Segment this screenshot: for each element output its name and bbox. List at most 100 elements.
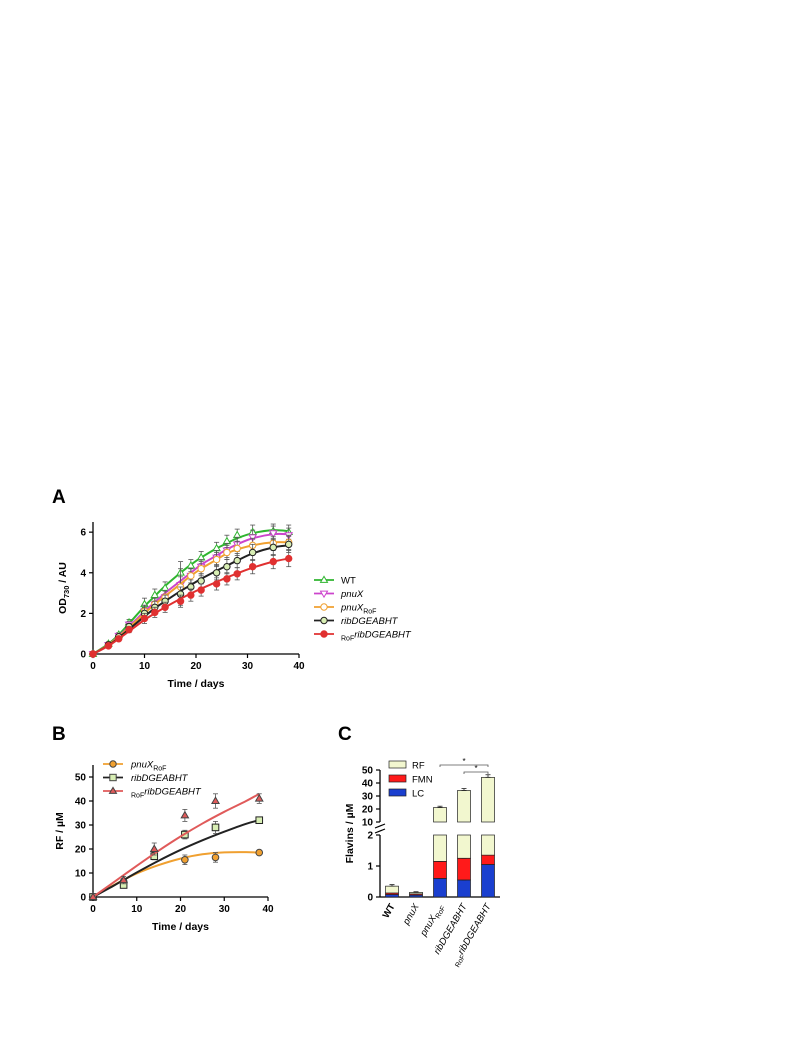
panel-a-fit-line — [92, 557, 289, 655]
panel-a-data-point — [161, 603, 169, 611]
significance-bracket — [463, 771, 489, 774]
panel-a-data-point — [233, 556, 241, 565]
bar-segment-fmn — [457, 857, 471, 881]
panel-a-data-point — [186, 560, 196, 569]
panel-a-data-point — [115, 635, 123, 643]
legend-label: FMN — [412, 775, 433, 786]
x-tick-label: 20 — [175, 904, 187, 915]
legend-marker — [320, 630, 328, 638]
panel-a-data-point — [285, 540, 293, 549]
panel-c-bar-group — [409, 891, 423, 898]
panel-b-riboflavin-chart: 0 10 20 30 40 0 10 20 30 40 50 Time / days RF / µM pn… — [54, 760, 274, 934]
panel-b-series-2 — [88, 792, 264, 900]
x-tick-label: 0 — [90, 904, 96, 915]
panel-b-data-point — [255, 816, 264, 825]
legend-label: LC — [412, 789, 424, 800]
y-tick-label: 0 — [367, 893, 373, 904]
y-tick-label: 1 — [367, 862, 373, 873]
panel-a-data-point — [151, 608, 159, 617]
panel-a-data-point — [223, 562, 231, 571]
panel-b-data-point — [119, 875, 129, 884]
x-category-label: pnuX — [400, 901, 421, 927]
panel-b-fit-line — [92, 851, 260, 898]
legend-swatch — [388, 760, 407, 769]
legend-label: RF — [412, 761, 425, 772]
panel-b-data-point — [88, 892, 98, 900]
panel-c-bar-group — [385, 884, 399, 898]
legend-marker — [320, 603, 328, 611]
legend-label: pnuXRoF — [340, 603, 376, 616]
legend-marker — [109, 773, 117, 782]
panel-b-fit-line — [92, 819, 260, 898]
y-tick-label: 2 — [367, 831, 373, 842]
bar-segment-fmn — [433, 860, 447, 879]
y-tick-label: 20 — [75, 845, 87, 856]
legend-label: RoFribDGEABHT — [341, 630, 412, 643]
panel-label-b: B — [52, 724, 66, 745]
panel-a-data-point — [222, 536, 232, 545]
legend-label: ribDGEABHT — [341, 616, 399, 627]
panel-a-fit-line — [92, 544, 289, 655]
panel-a-x-axis-title: Time / days — [167, 678, 224, 690]
y-tick-label: 2 — [80, 609, 86, 620]
y-tick-label: 30 — [362, 792, 374, 803]
significance-bracket — [439, 764, 489, 767]
x-tick-label: 10 — [139, 661, 151, 672]
bar-segment-rf — [481, 834, 495, 856]
y-tick-label: 40 — [362, 779, 374, 790]
panel-b-series-0 — [89, 848, 264, 901]
x-tick-label: 30 — [242, 661, 254, 672]
y-tick-label: 20 — [362, 805, 374, 816]
panel-a-data-point — [233, 544, 241, 553]
x-tick-label: 20 — [190, 661, 202, 672]
panel-a-data-point — [125, 625, 133, 634]
panel-a-data-point — [223, 548, 231, 557]
panel-a-data-point — [150, 590, 160, 599]
y-tick-label: 50 — [362, 766, 374, 777]
x-tick-label: 0 — [90, 661, 96, 672]
panel-b-data-point — [180, 810, 190, 819]
panel-a-data-point — [197, 577, 205, 585]
panel-b-series-1 — [89, 816, 264, 901]
significance-star: * — [462, 757, 465, 766]
panel-a-data-point — [223, 575, 231, 583]
bar-segment-lc — [457, 879, 471, 898]
legend-label: pnuXRoF — [130, 760, 166, 773]
y-tick-label: 4 — [80, 568, 86, 579]
panel-a-data-point — [268, 530, 278, 538]
panel-c-legend: RF FMN LC — [388, 760, 433, 800]
bar-segment-rf — [457, 790, 471, 823]
panel-b-data-point — [211, 823, 220, 832]
panel-a-data-point — [212, 555, 221, 564]
bar-segment-rf — [481, 776, 495, 823]
x-tick-label: 30 — [219, 904, 231, 915]
panel-b-y-axis-title: RF / µM — [54, 812, 66, 850]
panel-a-series-4 — [89, 550, 293, 658]
panel-a-data-point — [285, 554, 293, 563]
bar-segment-lc — [433, 878, 447, 898]
panel-b-data-point — [181, 856, 189, 864]
legend-marker — [109, 760, 117, 768]
legend-marker — [319, 575, 329, 583]
panel-a-data-point — [269, 543, 277, 552]
panel-a-growth-chart: 0 10 20 30 40 0 2 4 6 Time / days OD730 / AU WT pnuX… — [57, 522, 412, 690]
panel-a-data-point — [248, 548, 257, 557]
bar-segment-rf — [433, 807, 447, 823]
panel-a-data-point — [160, 583, 170, 591]
significance-star: * — [474, 764, 477, 773]
panel-a-data-point — [140, 614, 149, 623]
panel-a-data-point — [269, 557, 277, 566]
panel-c-bar-group — [457, 788, 471, 898]
panel-a-data-point — [233, 570, 241, 578]
legend-marker — [320, 616, 328, 625]
legend-label: ribDGEABHT — [131, 773, 189, 784]
x-category-label: WT — [381, 902, 398, 920]
panel-c-y-axis-title: Flavins / µM — [344, 803, 356, 863]
panel-c-bar-group — [433, 805, 447, 898]
legend-label: pnuX — [340, 589, 364, 600]
bar-segment-rf — [457, 834, 471, 859]
panel-a-data-point — [232, 530, 242, 539]
legend-marker — [108, 786, 118, 794]
